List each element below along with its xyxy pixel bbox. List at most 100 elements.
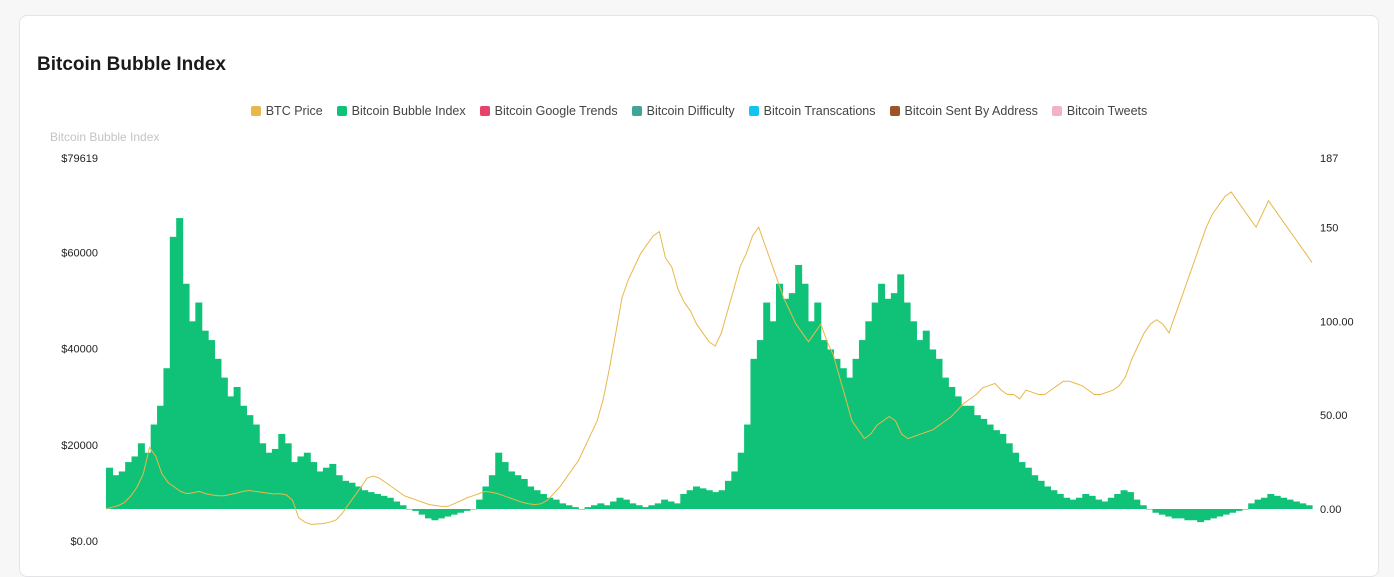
bubble-index-bar <box>278 433 286 509</box>
bubble-index-bar <box>425 509 433 519</box>
bubble-index-bar <box>131 456 139 509</box>
bubble-index-bar <box>399 505 407 509</box>
bubble-index-bar <box>1152 509 1160 513</box>
bubble-index-bar <box>291 462 299 509</box>
legend-label: Bitcoin Difficulty <box>646 104 735 118</box>
bubble-index-bar <box>1063 497 1071 509</box>
bubble-index-bar <box>871 302 879 509</box>
bubble-index-bar <box>469 509 477 510</box>
bubble-index-bar <box>1209 509 1217 519</box>
bubble-index-bar <box>335 475 343 509</box>
bubble-index-bar <box>731 471 739 509</box>
bubble-index-bar <box>520 478 528 509</box>
bubble-index-bar <box>1044 486 1051 509</box>
bubble-index-bar <box>1305 505 1313 509</box>
bubble-index-bar <box>973 415 981 509</box>
legend-item-bitcoin-google-trends[interactable]: Bitcoin Google Trends <box>479 104 618 118</box>
legend-swatch <box>748 106 759 116</box>
bubble-index-bar <box>1120 490 1128 509</box>
bubble-index-bar <box>265 452 273 509</box>
bubble-index-bar <box>188 321 196 509</box>
bubble-index-bar <box>1024 467 1032 509</box>
bubble-index-bar <box>559 503 567 509</box>
bubble-index-bar <box>329 463 337 509</box>
bubble-index-bar <box>718 490 726 509</box>
bubble-index-bar <box>240 405 247 509</box>
bubble-index-bar <box>169 236 177 509</box>
bubble-index-bar <box>176 218 184 509</box>
bubble-index-bar <box>1101 501 1109 509</box>
bubble-index-bar <box>597 503 605 509</box>
bubble-index-bar <box>1248 503 1256 509</box>
legend-label: Bitcoin Tweets <box>1066 104 1148 118</box>
bubble-index-bar <box>1190 509 1198 521</box>
bubble-index-bar <box>508 471 515 509</box>
bubble-index-bar <box>1273 495 1281 509</box>
bubble-index-bar <box>137 443 145 509</box>
bubble-index-bar <box>724 480 732 509</box>
bubble-index-bar <box>1260 497 1268 509</box>
bubble-index-bar <box>539 493 547 509</box>
bubble-index-bar <box>584 507 592 509</box>
bubble-index-bar <box>807 321 815 509</box>
bubble-index-bar <box>412 509 420 511</box>
legend-item-bitcoin-bubble-index[interactable]: Bitcoin Bubble Index <box>336 104 466 118</box>
legend-swatch <box>336 106 347 116</box>
legend-item-bitcoin-tweets[interactable]: Bitcoin Tweets <box>1051 104 1148 118</box>
bubble-index-bar <box>712 492 720 509</box>
bubble-index-bar <box>1197 509 1205 523</box>
legend-swatch <box>889 106 900 116</box>
chart-plot: Bitcoin Bubble Index $79619 $60000 $40000 $2… <box>50 130 1354 546</box>
bubble-index-bar <box>769 321 777 509</box>
bubble-index-bar <box>1012 452 1020 509</box>
legend-item-bitcoin-difficulty[interactable]: Bitcoin Difficulty <box>631 104 735 118</box>
bubble-index-bar <box>361 490 369 509</box>
bubble-index-bar <box>642 507 649 509</box>
bubble-index-bar <box>833 358 841 509</box>
bubble-index-bar <box>1037 480 1045 509</box>
legend-label: Bitcoin Google Trends <box>494 104 618 118</box>
bubble-index-bar <box>367 492 375 509</box>
right-tick-label: 150 <box>1320 222 1338 234</box>
bubble-index-bar <box>144 452 152 509</box>
legend-item-btc-price[interactable]: BTC Price <box>250 104 323 118</box>
bubble-index-bar <box>616 497 624 509</box>
bubble-index-bar <box>1292 501 1300 509</box>
legend-label: BTC Price <box>265 104 323 118</box>
bubble-index-bar <box>348 482 356 509</box>
bubble-index-bar <box>495 452 503 509</box>
right-tick-label: 0.00 <box>1320 504 1341 516</box>
right-tick-label: 187 <box>1320 153 1338 165</box>
legend-item-bitcoin-sent-by-address[interactable]: Bitcoin Sent By Address <box>889 104 1038 118</box>
bubble-index-bar <box>1286 499 1294 509</box>
bubble-index-bar <box>590 505 598 509</box>
bubble-index-bar <box>916 340 924 509</box>
bubble-index-bar <box>1222 509 1230 515</box>
bubble-index-bar <box>948 386 956 509</box>
bubble-index-bar <box>788 293 796 509</box>
bubble-index-bar <box>801 283 809 509</box>
bubble-index-bar <box>1075 497 1083 509</box>
bubble-index-bar <box>648 505 656 509</box>
bubble-index-bar <box>680 493 688 509</box>
bubble-index-bar <box>1267 493 1275 509</box>
legend-item-bitcoin-transcations[interactable]: Bitcoin Transcations <box>748 104 876 118</box>
right-tick-label: 50.00 <box>1320 410 1348 422</box>
bubble-index-bar <box>380 495 388 509</box>
bubble-index-bar <box>1082 493 1090 509</box>
legend-swatch <box>631 106 642 116</box>
bubble-index-bar <box>629 503 637 509</box>
bubble-index-bar <box>527 486 535 509</box>
bubble-index-bar <box>252 424 260 509</box>
bubble-index-bar <box>125 462 133 509</box>
bubble-index-bar <box>661 499 669 509</box>
bubble-index-bar <box>284 443 292 509</box>
bubble-index-bar <box>654 503 662 509</box>
bubble-index-bar <box>999 433 1007 509</box>
bubble-index-bar <box>476 499 484 509</box>
bubble-index-bar <box>980 418 988 509</box>
bubble-index-bar <box>992 430 1000 509</box>
left-tick-label: $0.00 <box>70 536 98 546</box>
bubble-index-bar <box>820 340 828 509</box>
legend-label: Bitcoin Transcations <box>763 104 876 118</box>
